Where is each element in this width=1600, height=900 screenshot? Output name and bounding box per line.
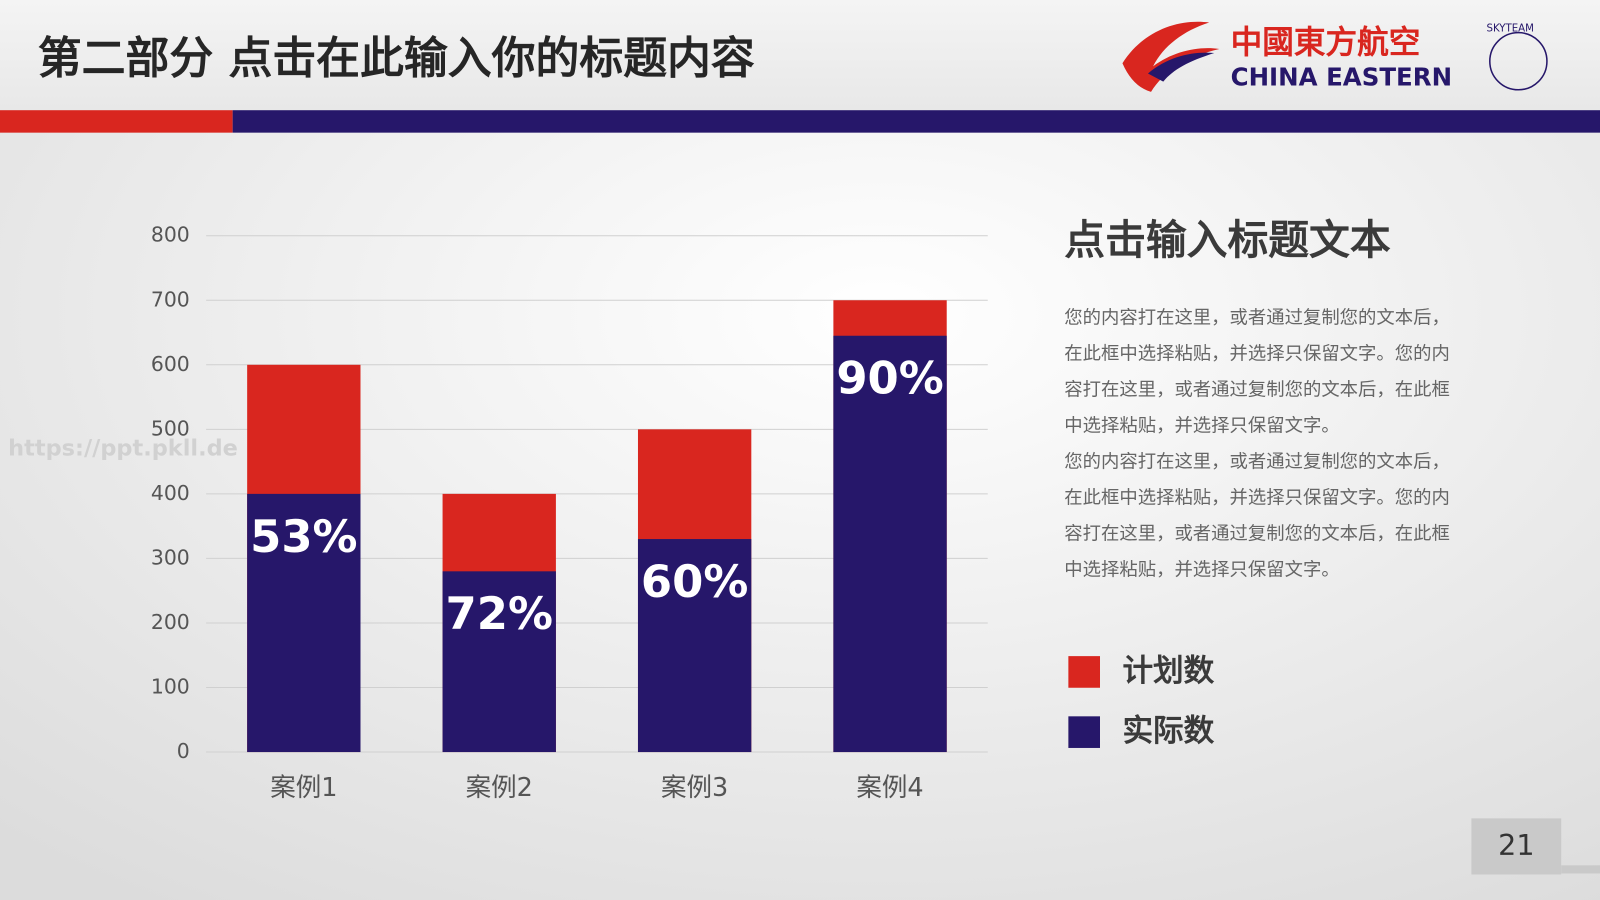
side-text: 您的内容打在这里，或者通过复制您的文本后， 在此框中选择粘贴，并选择只保留文字。您… <box>1064 307 1450 580</box>
legend-label: 实际数 <box>1122 714 1214 749</box>
bar <box>247 493 361 753</box>
side-line: 容打在这里，或者通过复制您的文本后，在此框 <box>1064 379 1450 400</box>
y-tick-label: 700 <box>151 287 190 311</box>
bar-label: 60% <box>641 555 748 608</box>
header-stripe-navy <box>232 110 1600 133</box>
y-tick-label: 800 <box>151 223 190 247</box>
y-tick-label: 200 <box>151 610 190 634</box>
y-tick-label: 400 <box>151 481 190 505</box>
side-line: 中选择粘贴，并选择只保留文字。 <box>1064 560 1339 581</box>
logo-cn: 中國東方航空 <box>1231 24 1421 61</box>
legend-label: 计划数 <box>1122 654 1214 689</box>
page-number-box <box>1471 818 1562 875</box>
x-tick-label: 案例3 <box>661 773 728 803</box>
logo-alliance: SKYTEAM <box>1486 24 1533 35</box>
watermark: https://ppt.pkll.de <box>8 435 238 461</box>
bar-label: 53% <box>250 510 357 563</box>
logo-en: CHINA EASTERN <box>1231 63 1452 92</box>
y-tick-label: 500 <box>151 416 190 440</box>
logo-skyteam-ring <box>1489 31 1548 91</box>
logo-wing-blue <box>1147 52 1215 82</box>
y-tick-label: 600 <box>151 352 190 376</box>
bar-label: 90% <box>836 352 943 405</box>
side-title: 点击输入标题文本 <box>1064 216 1391 264</box>
y-tick-label: 100 <box>151 675 190 699</box>
x-tick-label: 案例4 <box>856 773 923 803</box>
page-number-tab <box>1561 865 1600 874</box>
legend-swatch <box>1068 716 1100 748</box>
bar-label: 72% <box>446 587 553 640</box>
x-tick-label: 案例2 <box>466 773 533 803</box>
x-tick-label: 案例1 <box>270 773 337 803</box>
header-stripe-red <box>0 110 233 133</box>
bar <box>637 539 752 753</box>
side-line: 您的内容打在这里，或者通过复制您的文本后， <box>1064 451 1450 472</box>
side-line: 在此框中选择粘贴，并选择只保留文字。您的内 <box>1064 487 1450 508</box>
side-line: 容打在这里，或者通过复制您的文本后，在此框 <box>1064 523 1450 544</box>
page-number: 21 <box>1498 828 1534 862</box>
header-title: 第二部分 点击在此输入你的标题内容 <box>38 33 755 84</box>
side-line: 中选择粘贴，并选择只保留文字。 <box>1064 415 1339 436</box>
logo: 中國東方航空 CHINA EASTERN SKYTEAM <box>1122 21 1548 92</box>
legend-swatch <box>1068 656 1100 688</box>
chart: 0 100 200 300 400 500 600 700 800 案例1 53% 案例2 72% 案例3… <box>151 223 1215 803</box>
side-line: 您的内容打在这里，或者通过复制您的文本后， <box>1064 307 1450 328</box>
header-band <box>0 0 1600 111</box>
bar <box>442 571 556 753</box>
logo-wing <box>1122 21 1220 92</box>
side-line: 在此框中选择粘贴，并选择只保留文字。您的内 <box>1064 343 1450 364</box>
y-tick-label: 0 <box>177 739 190 763</box>
y-tick-label: 300 <box>151 545 190 569</box>
bar <box>833 335 947 753</box>
